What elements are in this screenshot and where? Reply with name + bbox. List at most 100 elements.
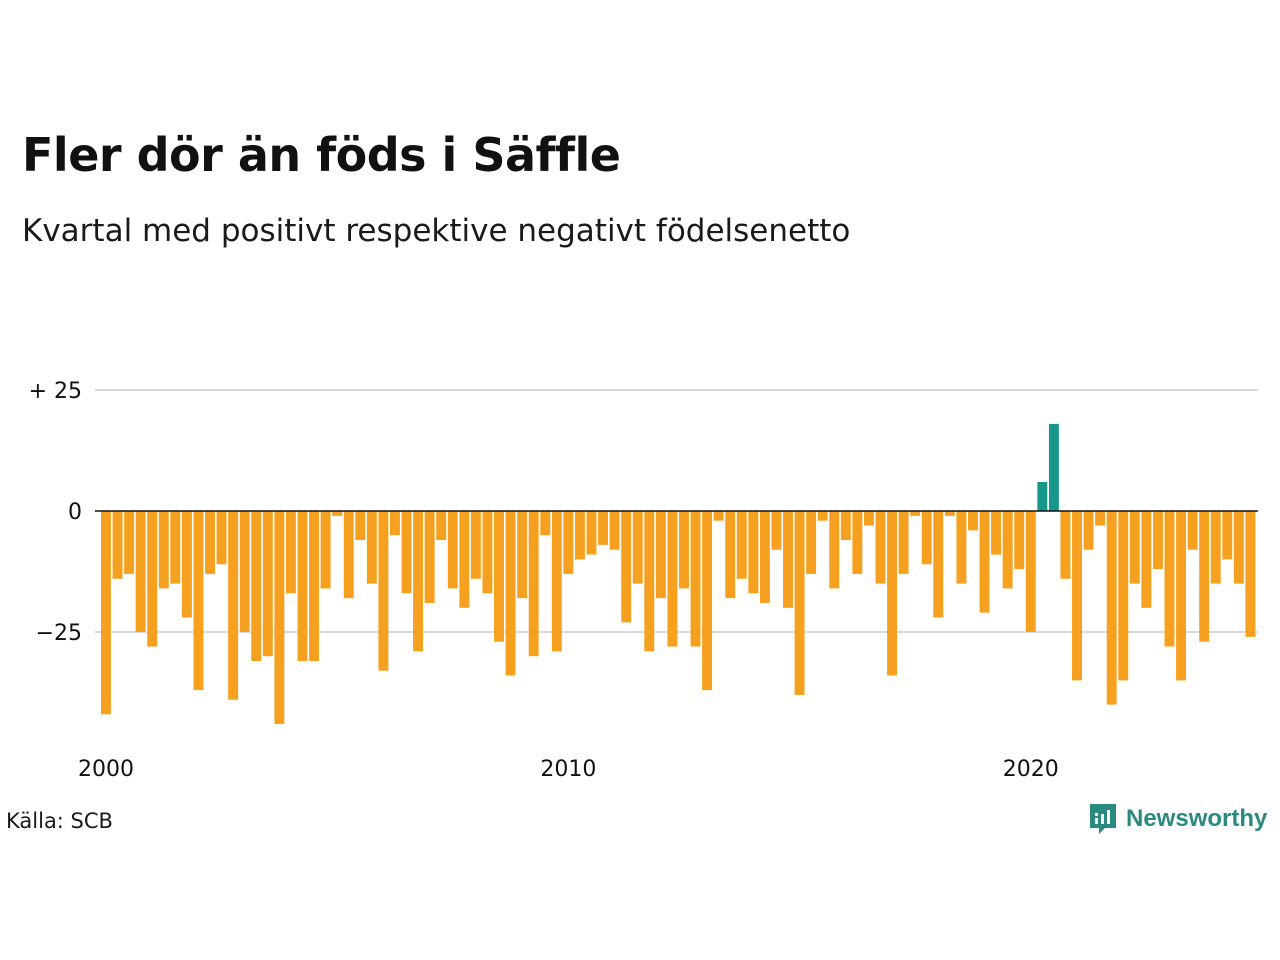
bar: [968, 511, 978, 531]
bar: [447, 511, 458, 589]
bar: [621, 511, 632, 623]
bar: [991, 511, 1002, 555]
bar: [274, 511, 285, 724]
x-tick-label: 2020: [1003, 757, 1059, 782]
bar: [910, 511, 921, 516]
bar: [424, 511, 435, 603]
bar: [667, 511, 678, 647]
bar: [147, 511, 158, 647]
bar: [1233, 511, 1244, 584]
bar: [1245, 511, 1256, 637]
bar: [1187, 511, 1198, 550]
x-tick-label: 2000: [78, 757, 134, 782]
y-axis-ticks: + 25 0 −25: [29, 379, 82, 646]
bar-chart: + 25 0 −25 2000 2010 2020: [29, 379, 1258, 782]
bar: [124, 511, 135, 574]
bar: [482, 511, 493, 594]
bar: [783, 511, 793, 608]
bar: [251, 511, 262, 662]
bar: [1083, 511, 1094, 550]
x-tick-label: 2010: [540, 757, 596, 782]
bar: [1060, 511, 1071, 579]
bar: [355, 511, 366, 541]
bar: [158, 511, 169, 589]
bar: [817, 511, 828, 521]
bar: [366, 511, 377, 584]
bars: [101, 423, 1256, 724]
bar: [181, 511, 192, 618]
bar: [921, 511, 932, 565]
bar: [1118, 511, 1129, 681]
bar: [794, 511, 805, 695]
bar: [193, 511, 204, 691]
bar: [378, 511, 389, 671]
bar: [528, 511, 539, 657]
bar: [759, 511, 770, 603]
bar: [1095, 511, 1106, 526]
x-axis-ticks: 2000 2010 2020: [78, 757, 1059, 782]
bar: [216, 511, 227, 565]
bar: [320, 511, 331, 589]
y-tick-label: −25: [36, 621, 82, 646]
bar: [262, 511, 273, 657]
brand-name: Newsworthy: [1126, 805, 1268, 832]
bar: [1152, 511, 1163, 570]
bar: [713, 511, 724, 521]
bar: [806, 511, 817, 574]
bar: [1222, 511, 1233, 560]
bar: [829, 511, 840, 589]
bar: [655, 511, 666, 599]
bar: [239, 511, 250, 632]
brand-logo[interactable]: Newsworthy: [1088, 802, 1267, 836]
bar: [887, 511, 898, 676]
bar: [401, 511, 412, 594]
bar: [598, 511, 609, 545]
bar: [343, 511, 354, 599]
bar: [933, 511, 944, 618]
bar: [690, 511, 701, 647]
bar: [459, 511, 470, 608]
bar: [563, 511, 574, 574]
bar: [390, 511, 400, 536]
bar: [1025, 511, 1036, 632]
bar: [1106, 511, 1117, 705]
bar: [725, 511, 736, 599]
bar: [1199, 511, 1210, 642]
bar: [1002, 511, 1013, 589]
bar: [297, 511, 308, 662]
bar: [1048, 423, 1059, 511]
bar: [1141, 511, 1152, 608]
bar: [748, 511, 759, 594]
bar: [944, 511, 955, 516]
bar: [505, 511, 516, 676]
bar: [1014, 511, 1025, 570]
bar: [540, 511, 551, 536]
bar: [228, 511, 239, 700]
bar: [852, 511, 863, 574]
bar: [979, 511, 990, 613]
bar: [644, 511, 655, 652]
bar: [170, 511, 181, 584]
bar: [1037, 481, 1048, 511]
bar: [436, 511, 447, 541]
y-tick-label: 0: [68, 500, 82, 525]
bar: [1210, 511, 1221, 584]
bar: [586, 511, 597, 555]
bar: [470, 511, 481, 579]
newsworthy-logo-icon: [1090, 804, 1116, 834]
source-note: Källa: SCB: [6, 809, 113, 833]
bar: [309, 511, 320, 662]
bar: [898, 511, 909, 574]
bar: [956, 511, 967, 584]
bar: [101, 511, 111, 715]
bar: [702, 511, 713, 691]
bar: [1164, 511, 1175, 647]
bar: [135, 511, 146, 632]
bar: [1176, 511, 1187, 681]
bar: [863, 511, 874, 526]
bar: [285, 511, 296, 594]
bar: [205, 511, 215, 574]
bar: [517, 511, 528, 599]
bar: [413, 511, 424, 652]
bar: [112, 511, 123, 579]
